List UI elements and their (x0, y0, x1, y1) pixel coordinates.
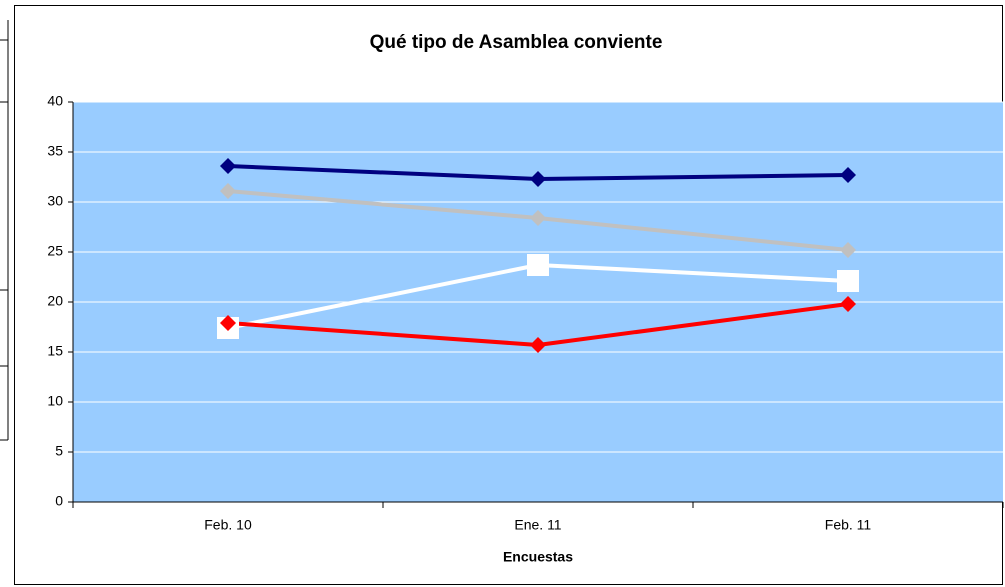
y-tick-label: 5 (55, 443, 63, 459)
y-tick-label: 15 (47, 343, 63, 359)
marker (530, 210, 546, 226)
marker (837, 270, 859, 292)
x-tick-label: Ene. 11 (514, 517, 561, 533)
y-tick-label: 0 (55, 493, 63, 509)
chart-title: Qué tipo de Asamblea conviente (370, 32, 663, 53)
marker (220, 183, 236, 199)
marker (840, 167, 856, 183)
y-tick-label: 30 (47, 193, 63, 209)
x-tick-label: Feb. 10 (204, 517, 252, 533)
marker (840, 296, 856, 312)
x-tick-label: Feb. 11 (825, 517, 872, 533)
marker (220, 315, 236, 331)
y-tick-label: 10 (47, 393, 63, 409)
marker (840, 242, 856, 258)
marker (527, 254, 549, 276)
y-tick-label: 35 (47, 143, 63, 159)
marker (530, 171, 546, 187)
x-axis-title: Encuestas (503, 549, 573, 565)
y-tick-label: 25 (47, 243, 63, 259)
y-tick-label: 20 (47, 293, 63, 309)
marker (220, 158, 236, 174)
marker (530, 337, 546, 353)
y-tick-label: 40 (47, 93, 63, 109)
